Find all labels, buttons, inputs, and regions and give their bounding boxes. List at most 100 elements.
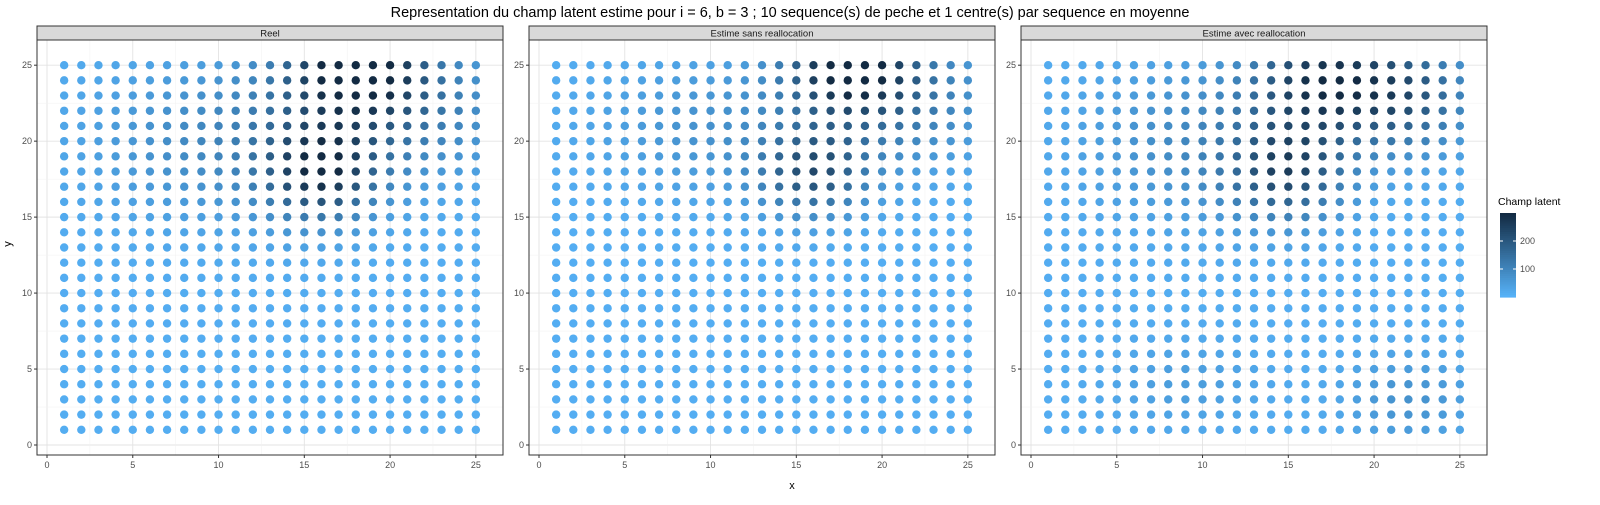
- data-point: [231, 395, 240, 404]
- data-point: [1284, 288, 1293, 298]
- data-point: [1369, 349, 1379, 359]
- data-point: [111, 228, 120, 237]
- data-point: [351, 228, 360, 237]
- data-point: [929, 334, 938, 343]
- data-point: [1078, 288, 1087, 298]
- data-point: [843, 410, 852, 419]
- data-point: [1318, 349, 1327, 359]
- data-point: [689, 304, 698, 313]
- data-point: [1129, 212, 1139, 222]
- data-point: [654, 228, 664, 237]
- data-point: [59, 60, 69, 70]
- data-point: [1112, 425, 1121, 435]
- data-point: [1078, 152, 1087, 161]
- data-point: [1455, 425, 1465, 435]
- data-point: [1129, 273, 1139, 283]
- data-point: [111, 121, 120, 131]
- data-point: [912, 258, 921, 267]
- data-point: [1129, 288, 1139, 298]
- data-point: [860, 106, 870, 115]
- data-point: [231, 60, 240, 70]
- data-point: [368, 182, 378, 191]
- data-point: [877, 334, 887, 343]
- data-point: [1352, 167, 1362, 176]
- data-point: [94, 243, 103, 252]
- data-point: [59, 288, 69, 298]
- data-point: [1421, 121, 1430, 131]
- data-point: [774, 319, 784, 328]
- data-point: [809, 167, 818, 176]
- data-point: [214, 288, 223, 298]
- data-point: [197, 197, 206, 207]
- data-point: [757, 410, 767, 419]
- data-point: [180, 197, 189, 207]
- data-point: [912, 410, 921, 419]
- data-point: [809, 212, 818, 222]
- legend-color-step: [1500, 219, 1516, 222]
- data-point: [672, 152, 681, 161]
- data-point: [162, 91, 172, 100]
- data-point: [1215, 76, 1224, 85]
- data-point: [437, 167, 446, 176]
- data-point: [1284, 304, 1293, 313]
- data-point: [689, 319, 698, 328]
- data-point: [1352, 395, 1362, 404]
- data-point: [654, 60, 664, 70]
- data-point: [334, 243, 343, 252]
- data-point: [1129, 182, 1139, 191]
- data-point: [757, 60, 767, 70]
- legend-color-step: [1500, 217, 1516, 220]
- data-point: [792, 319, 801, 328]
- data-point: [248, 364, 258, 374]
- data-point: [877, 304, 887, 313]
- data-point: [437, 425, 446, 435]
- data-point: [1266, 167, 1276, 176]
- data-point: [1387, 288, 1396, 298]
- data-point: [1369, 212, 1379, 222]
- data-point: [368, 288, 378, 298]
- data-point: [895, 228, 904, 237]
- data-point: [637, 288, 647, 298]
- data-point: [637, 152, 647, 161]
- data-point: [843, 364, 852, 374]
- data-point: [1284, 106, 1293, 115]
- data-point: [809, 334, 818, 343]
- data-point: [689, 410, 698, 419]
- data-point: [1352, 106, 1362, 115]
- data-point: [214, 304, 223, 313]
- data-point: [757, 349, 767, 359]
- data-point: [180, 304, 189, 313]
- data-point: [774, 364, 784, 374]
- data-point: [1061, 425, 1070, 435]
- data-point: [963, 380, 973, 389]
- data-point: [1078, 182, 1087, 191]
- data-point: [128, 182, 137, 191]
- data-point: [1164, 319, 1173, 328]
- data-point: [248, 106, 258, 115]
- data-point: [1455, 243, 1465, 252]
- data-point: [1352, 304, 1362, 313]
- data-point: [145, 364, 155, 374]
- data-point: [454, 212, 463, 222]
- data-point: [94, 410, 103, 419]
- data-point: [351, 334, 360, 343]
- data-point: [912, 182, 921, 191]
- data-point: [1078, 212, 1087, 222]
- data-point: [180, 288, 189, 298]
- panel-border: [36, 39, 504, 456]
- data-point: [1387, 76, 1396, 85]
- data-point: [1404, 76, 1413, 85]
- data-point: [471, 410, 481, 419]
- data-point: [1318, 380, 1327, 389]
- data-point: [471, 380, 481, 389]
- data-point: [1284, 182, 1293, 191]
- data-point: [1181, 212, 1190, 222]
- data-point: [403, 182, 412, 191]
- data-point: [368, 60, 378, 70]
- data-point: [569, 258, 578, 267]
- data-point: [1198, 106, 1207, 115]
- data-point: [689, 364, 698, 374]
- data-point: [963, 273, 973, 283]
- data-point: [265, 258, 275, 267]
- data-point: [1061, 288, 1070, 298]
